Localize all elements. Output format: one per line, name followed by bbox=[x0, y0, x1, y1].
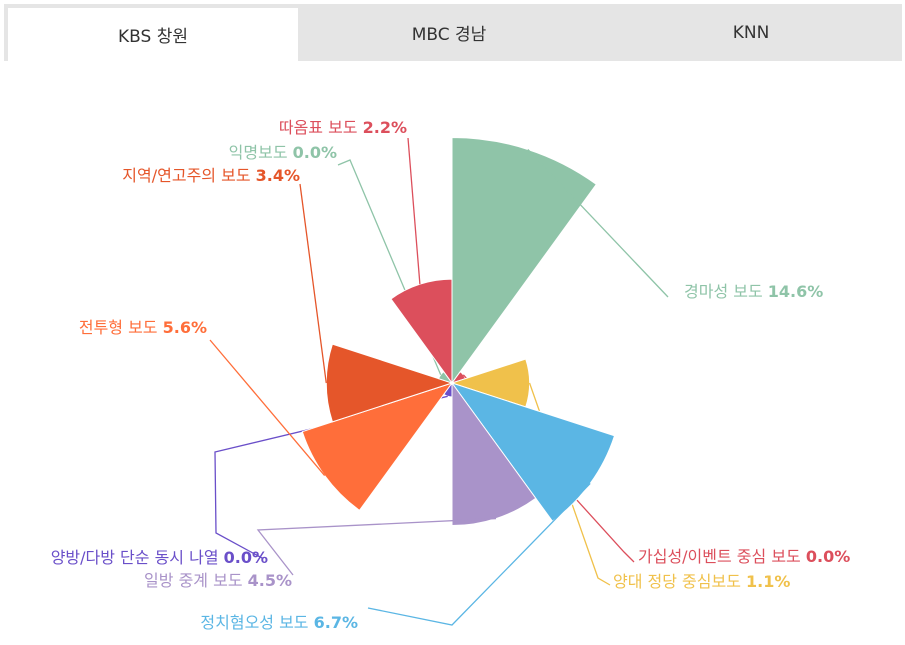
slice-label-value: 2.2% bbox=[363, 118, 407, 137]
slice-label-value: 6.7% bbox=[314, 613, 358, 632]
slice-label-name: 전투형 보도 bbox=[79, 318, 163, 337]
slice-label-name: 지역/연고주의 보도 bbox=[122, 166, 255, 185]
slice-label: 따옴표 보도 2.2% bbox=[279, 118, 407, 137]
slice-label-value: 14.6% bbox=[768, 282, 824, 301]
slice-label-value: 1.1% bbox=[746, 572, 790, 591]
slice-label-value: 0.0% bbox=[293, 143, 337, 162]
slice-label-value: 5.6% bbox=[163, 318, 207, 337]
slice-label: 지역/연고주의 보도 3.4% bbox=[122, 166, 300, 185]
slice-label: 가십성/이벤트 중심 보도 0.0% bbox=[638, 547, 850, 566]
slice-label: 전투형 보도 5.6% bbox=[79, 318, 207, 337]
slice-label-name: 가십성/이벤트 중심 보도 bbox=[638, 547, 806, 566]
leader-line bbox=[407, 137, 421, 285]
leader-line bbox=[209, 339, 326, 476]
slice-label-name: 경마성 보도 bbox=[684, 282, 768, 301]
slice-label: 양방/다방 단순 동시 나열 0.0% bbox=[51, 548, 268, 567]
leader-line bbox=[299, 183, 327, 384]
slice-label: 양대 정당 중심보도 1.1% bbox=[613, 572, 790, 591]
tab-mbc-gyeongnam[interactable]: MBC 경남 bbox=[411, 25, 487, 45]
pie-slice[interactable] bbox=[451, 136, 598, 385]
slice-label-name: 정치혐오성 보도 bbox=[200, 613, 313, 632]
slice-label-value: 3.4% bbox=[256, 166, 300, 185]
slice-label: 일방 중계 보도 4.5% bbox=[144, 571, 292, 590]
slice-label: 정치혐오성 보도 6.7% bbox=[200, 613, 358, 632]
slice-label-name: 일방 중계 보도 bbox=[144, 571, 248, 590]
pie-slice[interactable] bbox=[325, 343, 454, 423]
tab-bar: KBS 창원 MBC 경남 KNN bbox=[4, 4, 902, 61]
slice-label-value: 4.5% bbox=[248, 571, 292, 590]
tab-kbs-changwon[interactable]: KBS 창원 bbox=[8, 8, 298, 61]
leader-line bbox=[527, 149, 669, 298]
slice-label-value: 0.0% bbox=[224, 548, 268, 567]
leader-line bbox=[256, 517, 497, 576]
slice-label-name: 따옴표 보도 bbox=[279, 118, 363, 137]
slice-label-name: 양방/다방 단순 동시 나열 bbox=[51, 548, 224, 567]
slice-label: 경마성 보도 14.6% bbox=[684, 282, 823, 301]
slice-label: 익명보도 0.0% bbox=[229, 143, 337, 162]
slice-label-value: 0.0% bbox=[806, 547, 850, 566]
tab-knn[interactable]: KNN bbox=[732, 22, 770, 43]
slice-label-name: 양대 정당 중심보도 bbox=[613, 572, 746, 591]
pie-slice[interactable] bbox=[390, 278, 453, 385]
slice-label-name: 익명보도 bbox=[229, 143, 293, 162]
leader-line bbox=[367, 482, 591, 626]
